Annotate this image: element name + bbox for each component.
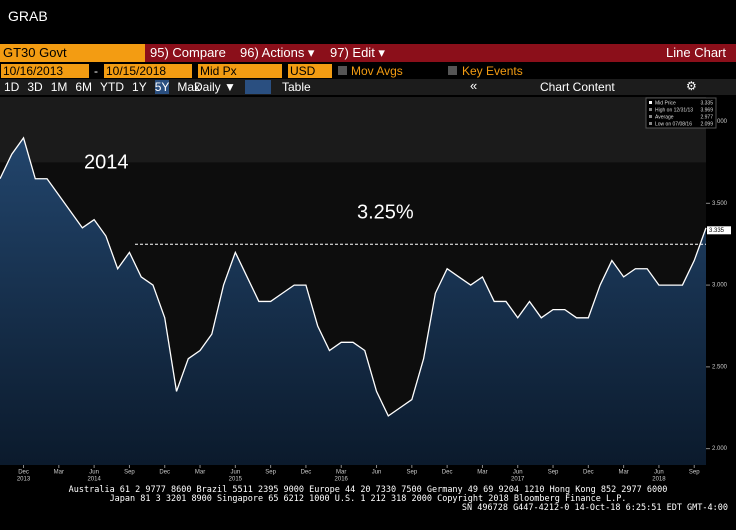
x-tick-label: Sep [548, 470, 559, 476]
x-tick-label: Dec [301, 470, 312, 476]
y-tick-label: 3.000 [712, 283, 728, 289]
security-field[interactable]: GT30 Govt [0, 44, 145, 62]
end-date[interactable]: 10/15/2018 [104, 64, 192, 78]
actions-button[interactable]: 96) Actions ▾ [240, 45, 315, 60]
x-tick-label: Dec [159, 470, 170, 476]
start-date[interactable]: 10/16/2013 [1, 64, 89, 78]
x-tick-label: Sep [689, 470, 700, 476]
compare-button[interactable]: 95) Compare [150, 45, 226, 60]
x-tick-label: Mar [54, 470, 64, 476]
x-tick-label: Dec [18, 470, 29, 476]
period-button[interactable]: 5Y [154, 80, 170, 94]
checkbox[interactable] [338, 66, 347, 75]
x-tick-label: Jun [230, 470, 240, 476]
table-button[interactable]: Table [282, 80, 311, 94]
legend-label: Average [655, 114, 674, 120]
chart: 2.000 2.500 3.000 3.500 4.000 2014 3.25% 3.335 M… [0, 97, 736, 483]
date-dash: - [94, 64, 98, 78]
collapse[interactable]: « [470, 78, 478, 93]
window-title: GRAB [8, 8, 48, 24]
legend-value: 2.099 [700, 121, 713, 127]
price-line [0, 136, 707, 417]
y-tick-label: 3.500 [712, 201, 728, 207]
last-value-label: 3.335 [709, 228, 725, 234]
x-year-label: 2013 [17, 477, 31, 483]
x-tick-label: Mar [618, 470, 628, 476]
footer-line: SN 496728 G447-4212-0 14-Oct-18 6:25:51 … [461, 503, 728, 513]
axis-bg [706, 97, 736, 465]
x-tick-label: Sep [406, 470, 417, 476]
x-tick-label: Sep [124, 470, 135, 476]
x-year-label: 2018 [652, 477, 666, 483]
mov-avgs[interactable]: Mov Avgs [351, 64, 403, 78]
x-year-label: 2016 [335, 477, 349, 483]
y-tick-label: 4.000 [712, 119, 728, 125]
x-tick-label: Dec [583, 470, 594, 476]
legend-label: High on 12/31/13 [655, 107, 693, 113]
legend-label: Mid Price [655, 100, 676, 106]
area-fill [0, 137, 706, 465]
annotation: 2014 [84, 151, 129, 173]
x-tick-label: Mar [336, 470, 346, 476]
x-tick-label: Dec [442, 470, 453, 476]
period-button[interactable]: Max [177, 80, 201, 94]
currency-select[interactable]: USD [288, 64, 332, 78]
footer: Australia 61 2 9777 8600 Brazil 5511 239… [0, 486, 736, 513]
x-tick-label: Jun [654, 470, 664, 476]
settings[interactable]: ⚙ [686, 79, 697, 93]
chart-icon[interactable] [245, 80, 271, 94]
x-tick-label: Sep [265, 470, 276, 476]
legend-swatch [649, 115, 652, 118]
period-list: 1D 3D 1M 6M YTD 1Y 5Y Max [4, 80, 208, 94]
x-tick-label: Mar [195, 470, 205, 476]
footer-line: Australia 61 2 9777 8600 Brazil 5511 239… [68, 485, 668, 495]
edit-button[interactable]: 97) Edit ▾ [330, 45, 385, 60]
legend-value: 3.335 [700, 100, 713, 106]
period-bar [0, 79, 736, 95]
legend-swatch [649, 101, 652, 104]
legend-swatch [649, 122, 652, 125]
x-tick-label: Mar [477, 470, 487, 476]
legend-label: Low on 07/08/16 [655, 121, 692, 127]
annotation: 3.25% [357, 201, 414, 223]
period-button[interactable]: 1M [50, 80, 68, 94]
legend-box [645, 97, 717, 129]
field-select[interactable]: Mid Px [198, 64, 282, 78]
period-button[interactable]: 6M [75, 80, 93, 94]
x-year-label: 2015 [229, 477, 243, 483]
legend-value: 2.977 [700, 114, 713, 120]
key-events[interactable]: Key Events [462, 64, 523, 78]
chart-content[interactable]: Chart Content [540, 80, 615, 94]
period-button[interactable]: 3D [27, 80, 43, 94]
y-tick-label: 2.000 [712, 446, 728, 452]
legend-swatch [649, 108, 652, 111]
x-year-label: 2017 [511, 477, 525, 483]
command-bar [0, 44, 736, 62]
x-tick-label: Jun [372, 470, 382, 476]
legend-value: 3.969 [700, 107, 713, 113]
view-label: Line Chart [666, 45, 726, 60]
frequency[interactable]: Daily ▼ [194, 80, 236, 94]
y-tick-label: 2.500 [712, 364, 728, 370]
last-value-tag [707, 226, 731, 235]
checkbox[interactable] [448, 66, 457, 75]
period-button[interactable]: YTD [100, 80, 125, 94]
x-tick-label: Jun [513, 470, 523, 476]
footer-line: Japan 81 3 3201 8900 Singapore 65 6212 1… [109, 494, 627, 504]
x-tick-label: Jun [89, 470, 99, 476]
period-button[interactable]: 1D [4, 80, 20, 94]
x-year-label: 2014 [87, 477, 101, 483]
period-button[interactable]: 1Y [132, 80, 147, 94]
plot-band [0, 97, 706, 163]
